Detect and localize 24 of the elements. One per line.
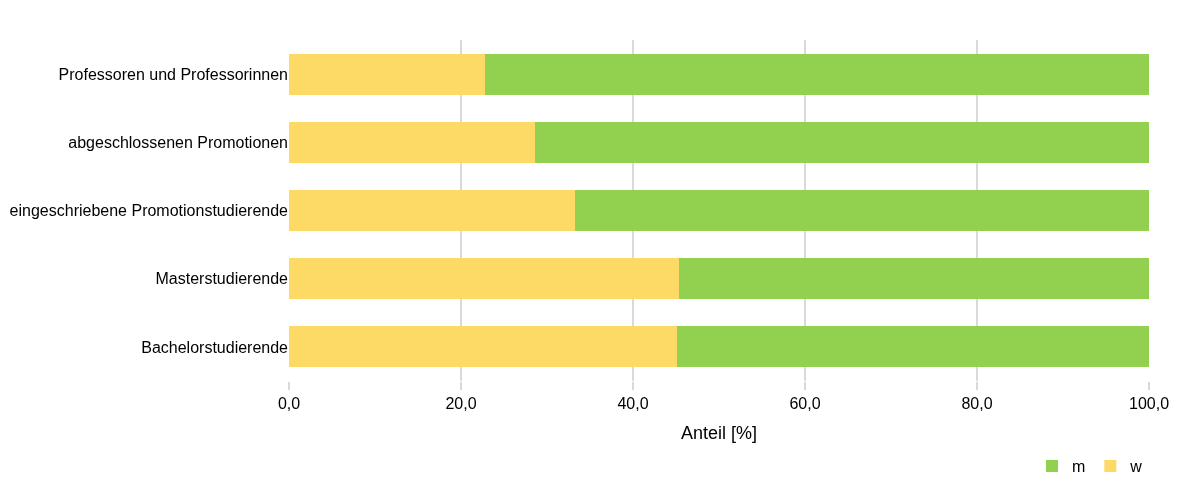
y-tick-label: Professoren und Professorinnen: [58, 65, 288, 83]
bar: [676, 326, 1149, 368]
legend-label: m: [1072, 458, 1086, 476]
bar: [678, 258, 1149, 300]
bar: [289, 258, 679, 300]
x-axis-title: Anteil [%]: [680, 423, 758, 444]
y-tick-label: abgeschlossenen Promotionen: [68, 133, 288, 151]
x-tick-label: 40,0: [617, 395, 649, 413]
x-tick-label: 100,0: [1128, 395, 1170, 413]
bar: [485, 53, 1149, 95]
y-tick-label: eingeschriebene Promotionstudierende: [9, 202, 289, 220]
y-tick-label: Bachelorstudierende: [141, 338, 289, 356]
bar: [289, 121, 535, 163]
x-tick-label: 60,0: [789, 395, 821, 413]
bar: [289, 326, 677, 368]
x-tick-label: 0,0: [277, 395, 301, 413]
bar: [575, 190, 1149, 231]
x-tick-label: 20,0: [445, 395, 477, 413]
bar: [289, 53, 486, 95]
y-tick-label: Masterstudierende: [155, 270, 289, 288]
legend-label: w: [1129, 458, 1143, 476]
bar: [289, 190, 576, 231]
bar: [534, 121, 1149, 163]
x-tick-label: 80,0: [961, 395, 993, 413]
